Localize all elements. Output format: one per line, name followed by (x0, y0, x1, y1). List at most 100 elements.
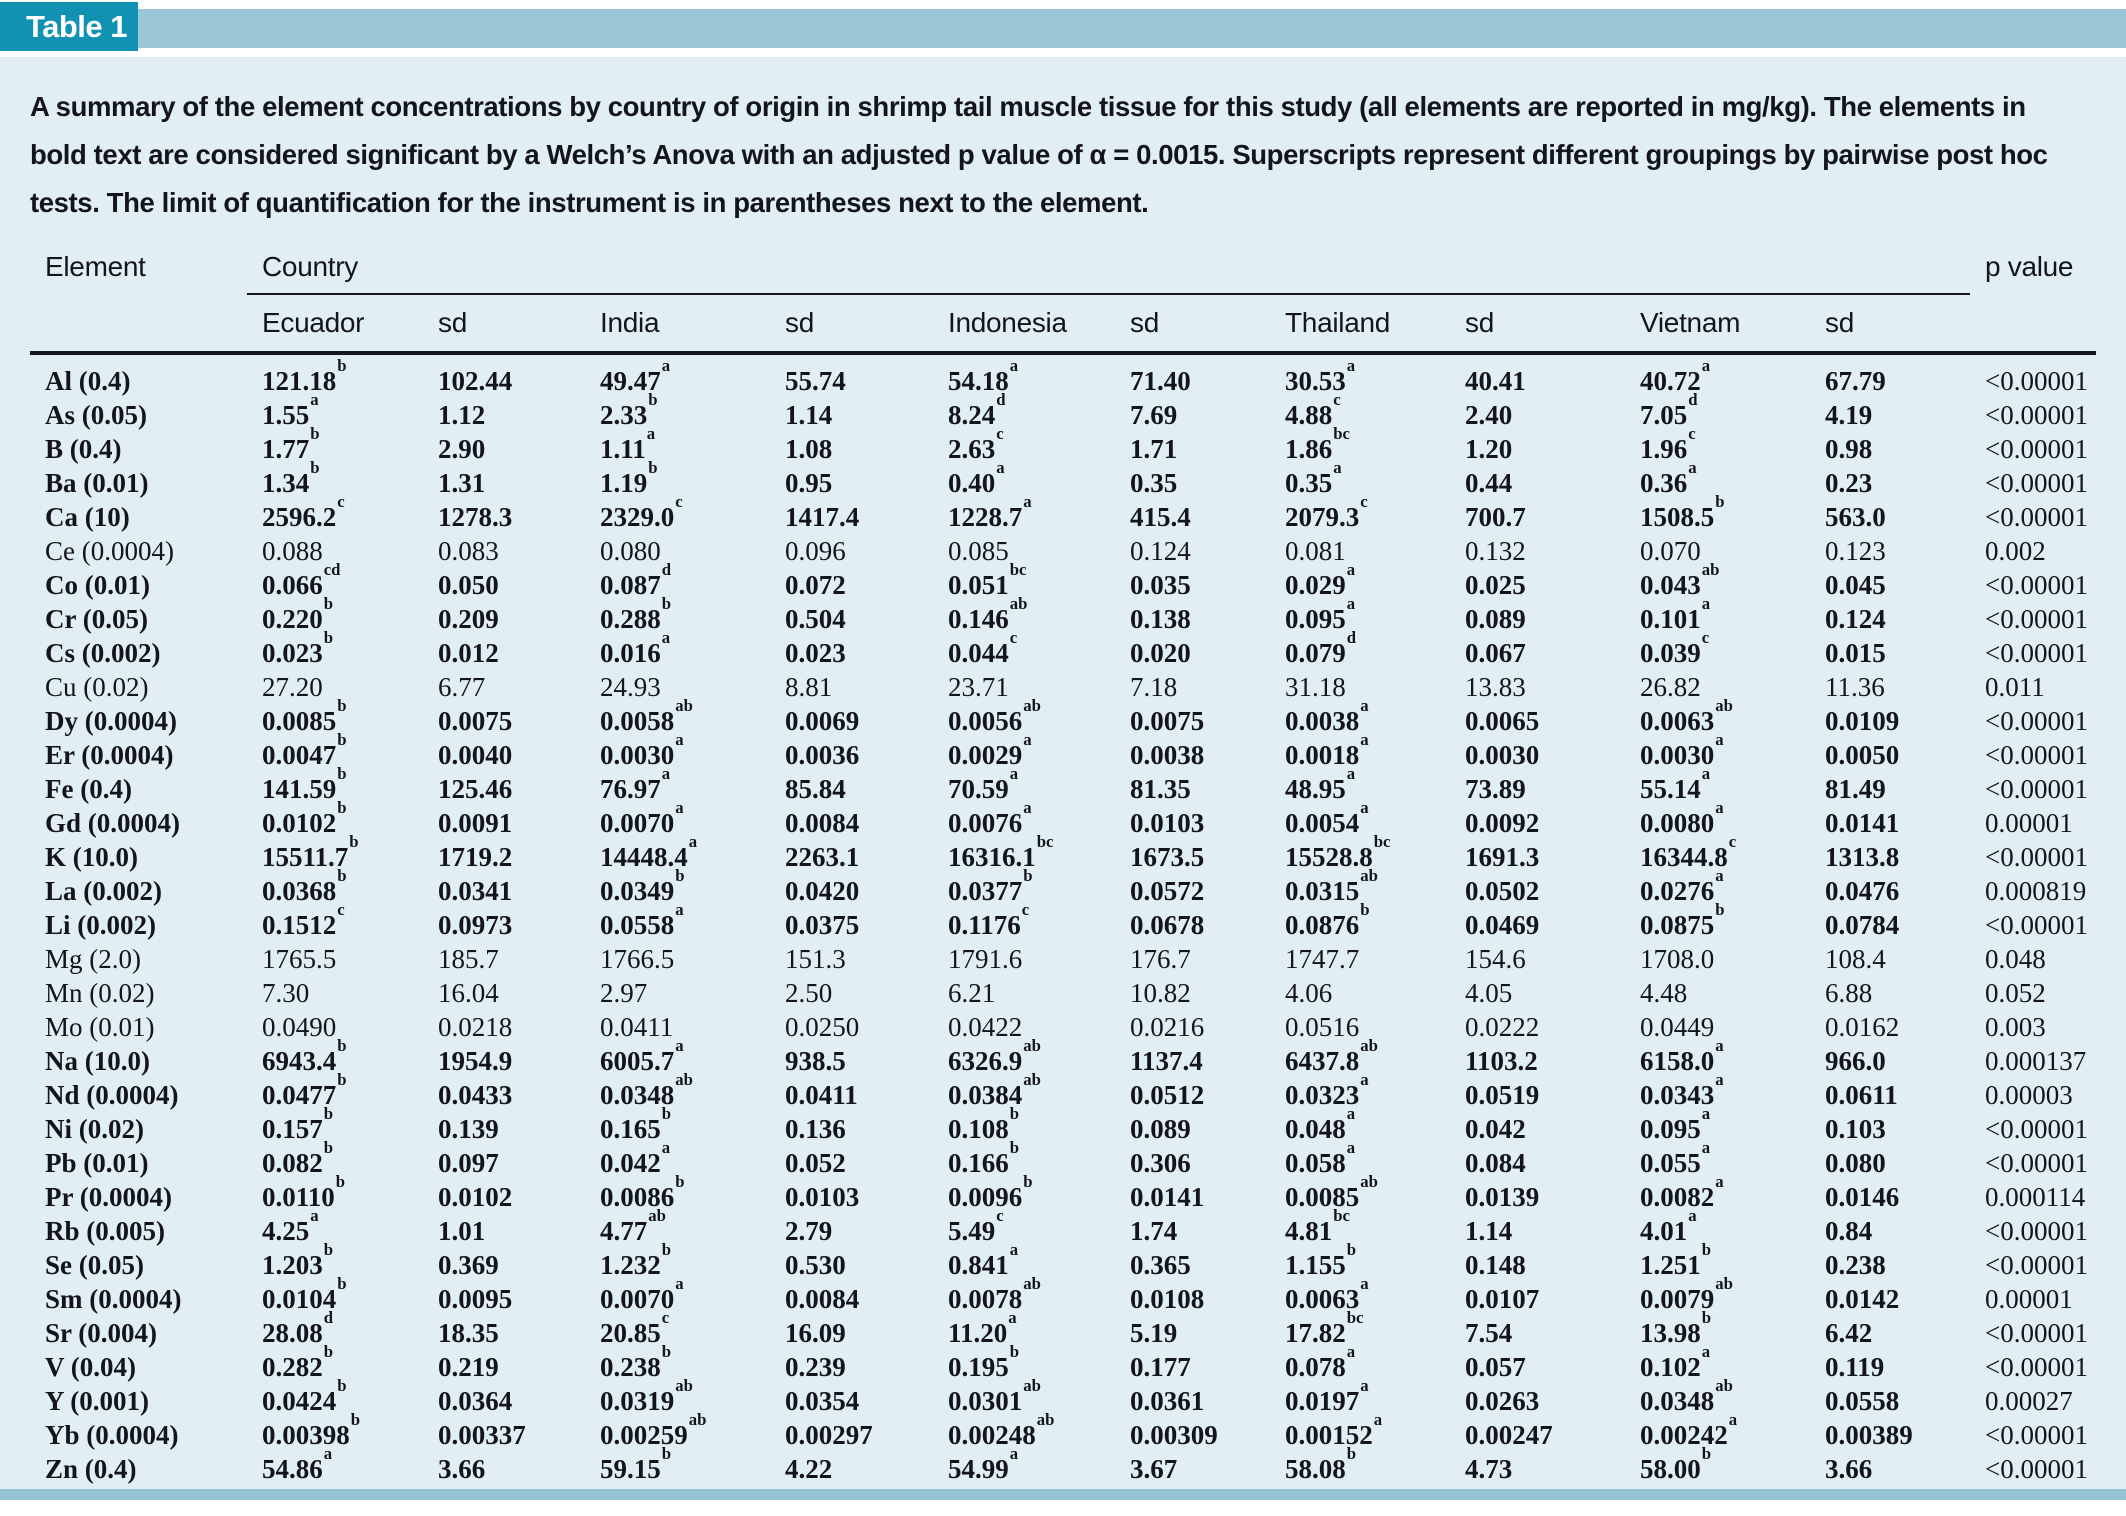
cell-value: 0.0315ab (1285, 865, 1378, 906)
cell-value: 151.3 (785, 944, 846, 974)
superscript-group-label: a (1346, 1341, 1356, 1361)
cell-value: 0.0516 (1285, 1012, 1360, 1042)
superscript-group-label: b (661, 1103, 672, 1123)
superscript-group-label: bc (1346, 1307, 1364, 1327)
cell-value: 0.35 (1130, 468, 1178, 498)
table-row: Er (0.0004) 0.0047b 0.0040 0.0030a 0.0036 0.0… (30, 729, 2096, 772)
cell-value: 0.0422 (948, 1012, 1023, 1042)
table-row: Fe (0.4) 141.59b 125.46 76.97a 85.84 70.59a 81… (30, 763, 2096, 806)
cell-value: 0.0030a (1640, 729, 1724, 770)
cell-p-value: <0.00001 (1985, 1454, 2088, 1484)
cell-value: 0.0109 (1825, 706, 1900, 736)
cell-value: 0.0092 (1465, 808, 1540, 838)
superscript-group-label: a (1023, 491, 1032, 511)
cell-value: 0.0102 (438, 1182, 513, 1212)
cell-value: 2.97 (600, 978, 648, 1008)
cell-value: 1103.2 (1465, 1046, 1538, 1076)
col-header-sd: sd (770, 294, 933, 355)
cell-value: 73.89 (1465, 774, 1526, 804)
cell-value: 0.0558a (600, 899, 684, 940)
cell-value: 0.124 (1825, 604, 1886, 634)
table-row: Pr (0.0004) 0.0110b 0.0102 0.0086b 0.0103 0.0… (30, 1173, 2096, 1214)
superscript-group-label: ab (675, 1375, 693, 1395)
cell-value: 4.77ab (600, 1205, 666, 1246)
superscript-group-label: b (661, 1443, 672, 1463)
cell-value: 5.49c (948, 1205, 1004, 1246)
cell-value: 0.0095 (438, 1284, 513, 1314)
cell-value: 1.12 (438, 400, 486, 430)
table-row: Li (0.002) 0.1512c 0.0973 0.0558a 0.0375 0.11… (30, 899, 2096, 942)
cell-value: 6.77 (438, 672, 486, 702)
cell-value: 1.86bc (1285, 423, 1350, 464)
cell-value: 1.74 (1130, 1216, 1178, 1246)
cell-element: Ca (10) (45, 502, 130, 532)
cell-value: 8.24d (948, 389, 1006, 430)
cell-value: 154.6 (1465, 944, 1526, 974)
superscript-group-label: b (1701, 1307, 1712, 1327)
table-row: Dy (0.0004) 0.0085b 0.0075 0.0058ab 0.0069 0.… (30, 697, 2096, 738)
table-row: As (0.05) 1.55a 1.12 2.33b 1.14 8.24d 7.69 4.88… (30, 389, 2096, 432)
cell-value: 0.148 (1465, 1250, 1526, 1280)
table-row: Na (10.0) 6943.4b 1954.9 6005.7a 938.5 6326.9… (30, 1035, 2096, 1078)
cell-value: 5.19 (1130, 1318, 1178, 1348)
superscript-group-label: bc (1333, 1205, 1350, 1225)
superscript-group-label: ab (1023, 1035, 1041, 1055)
superscript-group-label: b (1023, 1171, 1033, 1191)
superscript-group-label: ab (1009, 593, 1028, 613)
cell-value: 1.20 (1465, 434, 1513, 464)
cell-element: Nd (0.0004) (45, 1080, 179, 1110)
superscript-group-label: d (996, 389, 1006, 409)
cell-value: 0.0276a (1640, 865, 1724, 906)
cell-value: 81.49 (1825, 774, 1886, 804)
cell-element: Rb (0.005) (45, 1216, 165, 1246)
superscript-group-label: a (1360, 1375, 1369, 1395)
cell-value: 0.00297 (785, 1420, 873, 1450)
superscript-group-label: c (675, 491, 683, 511)
cell-value: 0.23 (1825, 468, 1873, 498)
cell-value: 0.0375 (785, 910, 860, 940)
table-row: Mg (2.0) 1765.5 185.7 1766.5 151.3 1791.6 176.… (30, 942, 2096, 976)
superscript-group-label: a (1701, 355, 1711, 375)
cell-value: 0.0784 (1825, 910, 1900, 940)
superscript-group-label: a (1346, 355, 1356, 375)
cell-value: 0.0054a (1285, 797, 1369, 838)
cell-element: Ni (0.02) (45, 1114, 144, 1144)
cell-value: 0.220b (262, 593, 334, 634)
cell-value: 0.0377b (948, 865, 1033, 906)
cell-value: 1954.9 (438, 1046, 513, 1076)
cell-value: 0.282b (262, 1341, 334, 1382)
cell-value: 0.139 (438, 1114, 499, 1144)
cell-element: Ba (0.01) (45, 468, 149, 498)
superscript-group-label: c (1333, 389, 1341, 409)
table-header-row-1: Element Country p value (30, 249, 2096, 355)
cell-value: 4.88c (1285, 389, 1341, 430)
superscript-group-label: a (1346, 1103, 1356, 1123)
table-row: Ba (0.01) 1.34b 1.31 1.19b 0.95 0.40a 0.35 0.35… (30, 459, 2096, 500)
cell-value: 20.85c (600, 1307, 670, 1348)
cell-element: Ce (0.0004) (45, 536, 174, 566)
cell-value: 0.0218 (438, 1012, 513, 1042)
footer-band (0, 1489, 2126, 1500)
superscript-group-label: bc (1373, 831, 1391, 851)
superscript-group-label: b (323, 1137, 334, 1157)
superscript-group-label: ab (1023, 1375, 1041, 1395)
cell-value: 0.0364 (438, 1386, 513, 1416)
cell-value: 0.0102b (262, 797, 347, 838)
superscript-group-label: b (337, 1035, 347, 1055)
superscript-group-label: a (646, 423, 656, 443)
superscript-group-label: b (675, 1171, 685, 1191)
cell-value: 6158.0a (1640, 1035, 1724, 1076)
cell-value: 18.35 (438, 1318, 499, 1348)
cell-element: Se (0.05) (45, 1250, 144, 1280)
superscript-group-label: a (661, 355, 671, 375)
cell-value: 0.238 (1825, 1250, 1886, 1280)
cell-value: 70.59a (948, 763, 1019, 804)
superscript-group-label: b (1009, 1137, 1020, 1157)
col-header-country-name: Ecuador (247, 294, 423, 355)
table-row: V (0.04) 0.282b 0.219 0.238b 0.239 0.195b 0.17… (30, 1341, 2096, 1384)
table-row: La (0.002) 0.0368b 0.0341 0.0349b 0.0420 0.03… (30, 865, 2096, 908)
superscript-group-label: b (1715, 491, 1725, 511)
cell-value: 0.048a (1285, 1103, 1356, 1144)
cell-value: 0.0368b (262, 865, 347, 906)
superscript-group-label: b (675, 865, 685, 885)
